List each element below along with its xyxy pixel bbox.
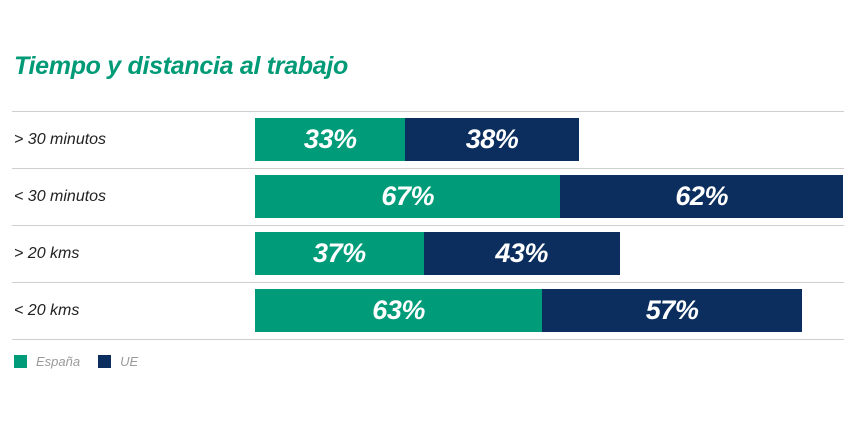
category-label: < 20 kms: [14, 301, 80, 319]
category-label: > 20 kms: [14, 244, 80, 262]
legend-label: UE: [120, 353, 139, 369]
row-divider: [12, 168, 844, 169]
category-label: < 30 minutos: [14, 187, 107, 205]
bar-espana: 33%: [255, 118, 406, 161]
legend-label: España: [36, 353, 81, 369]
row-divider: [12, 282, 844, 283]
row-divider: [12, 111, 844, 112]
bar-ue: 62%: [560, 175, 843, 218]
bar-ue: 38%: [405, 118, 579, 161]
chart-title: Tiempo y distancia al trabajo: [14, 52, 349, 80]
bar-ue: 43%: [423, 232, 620, 275]
bar-espana: 63%: [255, 289, 543, 332]
category-label: > 30 minutos: [14, 130, 107, 148]
row-divider: [12, 225, 844, 226]
row-divider: [12, 339, 844, 340]
legend: España UE: [14, 353, 156, 369]
bar-espana: 67%: [255, 175, 561, 218]
legend-swatch: [14, 354, 27, 368]
legend-swatch: [98, 354, 112, 368]
bar-espana: 37%: [255, 232, 424, 275]
legend-item: España: [14, 354, 80, 369]
bar-ue: 57%: [542, 289, 802, 332]
legend-item: UE: [98, 354, 138, 369]
